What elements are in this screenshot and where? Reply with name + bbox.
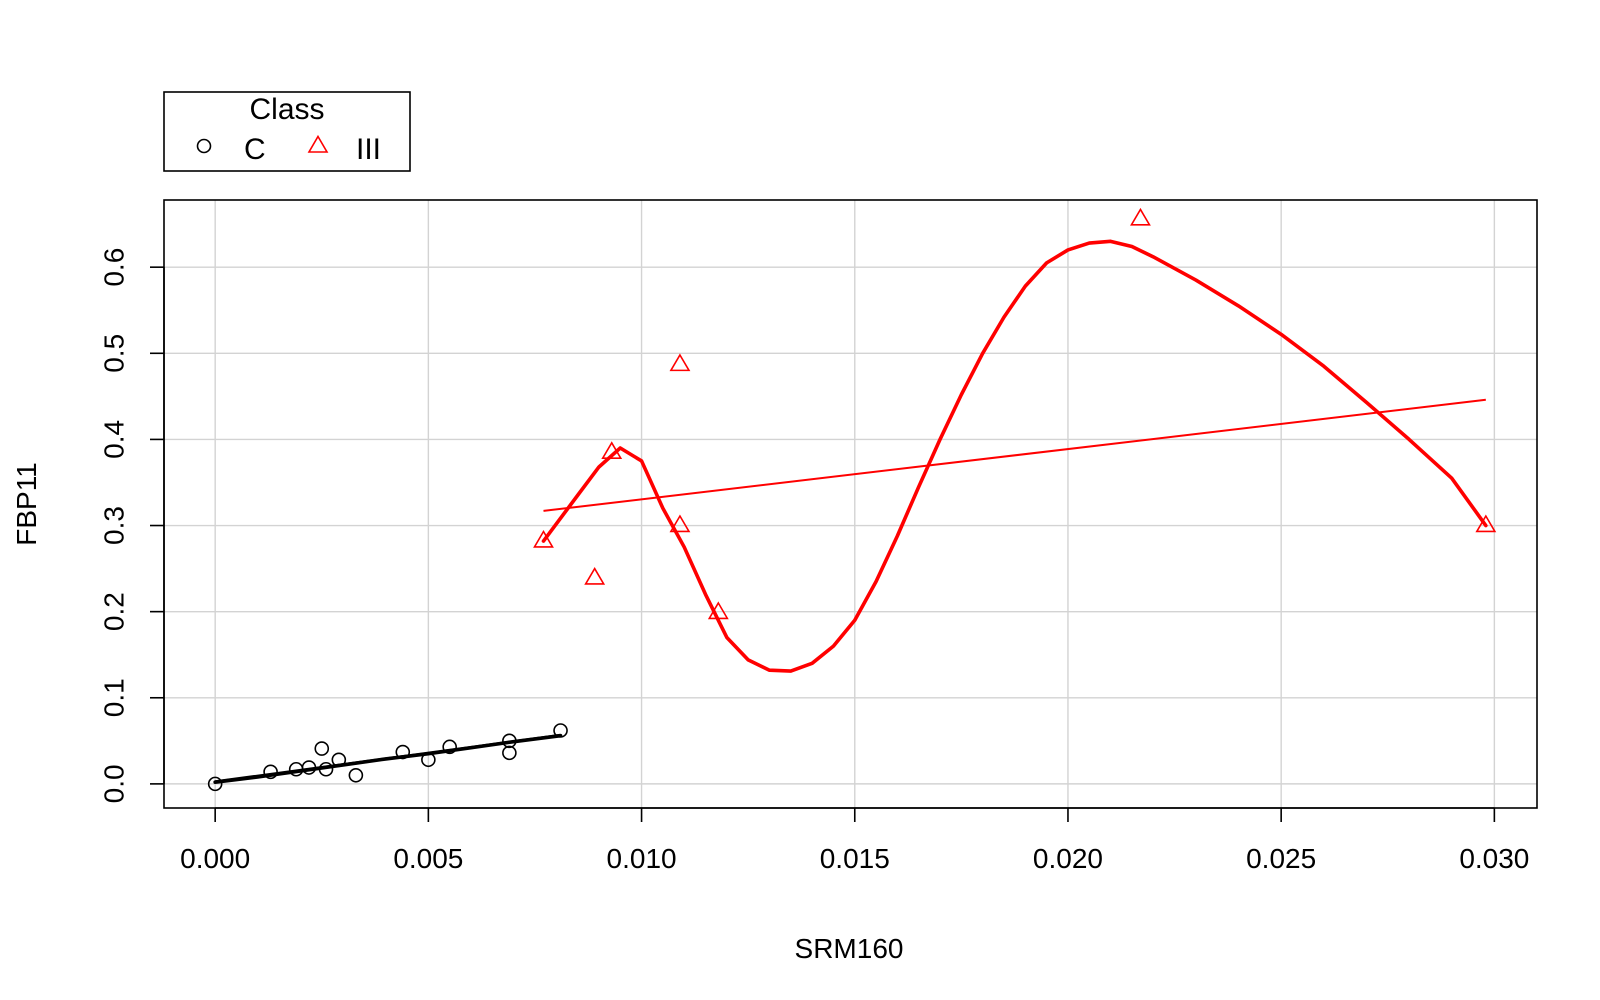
x-axis: 0.000 0.005 0.010 0.015 0.020 0.025 0.030	[180, 807, 1529, 874]
x-tick-label: 0.030	[1459, 843, 1529, 874]
legend-label-c: C	[244, 133, 266, 166]
legend-marker-triangle	[307, 134, 329, 153]
x-tick-label: 0.010	[607, 843, 677, 874]
data-point-c	[348, 767, 364, 783]
data-point-iii	[707, 601, 729, 620]
regression-line-iii	[543, 398, 1486, 512]
data-point-c	[331, 752, 347, 768]
data-point-iii	[1475, 514, 1497, 533]
x-tick-label: 0.005	[393, 843, 463, 874]
y-tick-label: 0.3	[99, 506, 130, 545]
data-point-iii	[669, 353, 691, 372]
smooth-curve-iii	[541, 239, 1488, 673]
x-tick-label: 0.025	[1246, 843, 1316, 874]
legend-box	[163, 91, 411, 172]
plot-frame	[163, 199, 1538, 809]
y-tick-label: 0.4	[99, 420, 130, 459]
x-tick-label: 0.020	[1033, 843, 1103, 874]
data-point-c	[263, 764, 278, 780]
grid-lines	[164, 200, 1537, 808]
y-tick-label: 0.5	[99, 334, 130, 373]
legend-title: Class	[249, 93, 324, 126]
y-tick-label: 0.2	[99, 592, 130, 631]
legend-marker-circle	[196, 138, 212, 154]
y-tick-label: 0.6	[99, 248, 130, 287]
data-point-c	[421, 752, 436, 768]
smooth-curve-c	[213, 733, 563, 784]
y-tick-label: 0.0	[99, 764, 130, 803]
x-axis-title: SRM160	[795, 933, 904, 964]
x-tick-label: 0.000	[180, 843, 250, 874]
data-point-iii	[533, 529, 554, 548]
data-point-iii	[1130, 207, 1151, 226]
data-point-c	[301, 760, 317, 775]
legend: Class C III	[163, 91, 411, 172]
y-axis-title: FBP11	[11, 462, 42, 546]
series-iii	[533, 207, 1497, 673]
data-point-c	[395, 744, 411, 760]
data-point-iii	[601, 441, 623, 460]
legend-label-iii: III	[356, 133, 381, 166]
x-tick-label: 0.015	[820, 843, 890, 874]
data-point-c	[553, 723, 568, 738]
data-point-c	[442, 739, 457, 755]
data-point-iii	[669, 514, 691, 533]
data-point-c	[502, 733, 517, 749]
data-point-iii	[584, 566, 606, 585]
series-c	[207, 723, 568, 792]
data-point-c	[318, 761, 334, 777]
data-point-c	[314, 741, 330, 756]
data-point-c	[207, 776, 223, 792]
series-layer	[207, 207, 1497, 792]
y-axis: 0.0 0.1 0.2 0.3 0.4 0.5 0.6	[99, 248, 165, 803]
y-tick-label: 0.1	[99, 678, 130, 717]
data-point-c	[502, 745, 517, 761]
